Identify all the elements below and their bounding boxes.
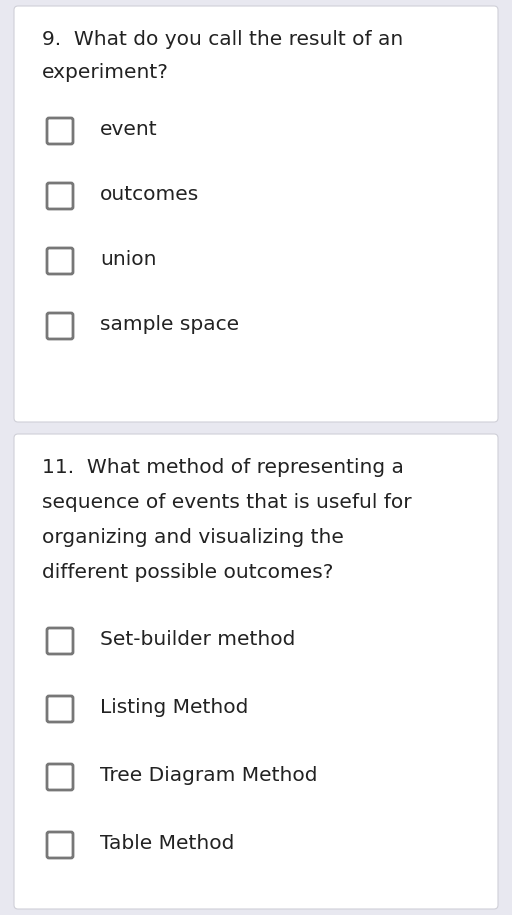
Text: different possible outcomes?: different possible outcomes? — [42, 563, 333, 582]
Text: experiment?: experiment? — [42, 63, 169, 82]
Text: Set-builder method: Set-builder method — [100, 630, 295, 649]
FancyBboxPatch shape — [14, 6, 498, 422]
Text: event: event — [100, 120, 158, 139]
Text: sample space: sample space — [100, 315, 239, 334]
Text: union: union — [100, 250, 157, 269]
FancyBboxPatch shape — [47, 696, 73, 722]
Text: Table Method: Table Method — [100, 834, 234, 853]
FancyBboxPatch shape — [14, 434, 498, 909]
Text: 11.  What method of representing a: 11. What method of representing a — [42, 458, 404, 477]
Text: outcomes: outcomes — [100, 185, 199, 204]
FancyBboxPatch shape — [47, 628, 73, 654]
Text: 9.  What do you call the result of an: 9. What do you call the result of an — [42, 30, 403, 49]
FancyBboxPatch shape — [47, 248, 73, 274]
Text: sequence of events that is useful for: sequence of events that is useful for — [42, 493, 412, 512]
FancyBboxPatch shape — [47, 183, 73, 209]
FancyBboxPatch shape — [47, 764, 73, 790]
FancyBboxPatch shape — [47, 313, 73, 339]
Text: organizing and visualizing the: organizing and visualizing the — [42, 528, 344, 547]
Text: Tree Diagram Method: Tree Diagram Method — [100, 766, 317, 785]
FancyBboxPatch shape — [47, 118, 73, 144]
Text: Listing Method: Listing Method — [100, 698, 248, 717]
FancyBboxPatch shape — [47, 832, 73, 858]
